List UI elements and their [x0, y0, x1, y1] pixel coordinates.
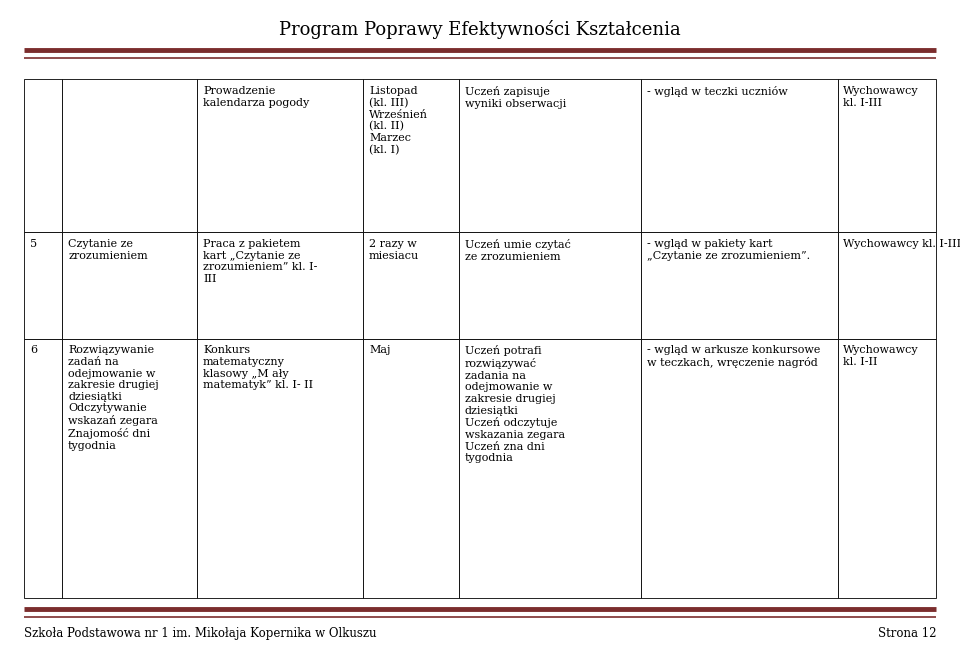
Bar: [459, 338, 641, 598]
Text: Prowadzenie
kalendarza pogody: Prowadzenie kalendarza pogody: [203, 86, 309, 108]
Bar: [363, 338, 459, 598]
Text: - wgląd w pakiety kart
„Czytanie ze zrozumieniem”.: - wgląd w pakiety kart „Czytanie ze zroz…: [647, 239, 810, 260]
Text: 5: 5: [30, 239, 36, 249]
Bar: [62, 338, 197, 598]
Bar: [641, 233, 837, 338]
Bar: [197, 338, 363, 598]
Text: Strona 12: Strona 12: [877, 627, 936, 640]
Bar: [459, 233, 641, 338]
Bar: [62, 79, 197, 233]
Bar: [197, 233, 363, 338]
Text: - wgląd w arkusze konkursowe
w teczkach, wręczenie nagród: - wgląd w arkusze konkursowe w teczkach,…: [647, 345, 821, 368]
Text: Wychowawcy kl. I-III: Wychowawcy kl. I-III: [843, 239, 960, 249]
Text: Praca z pakietem
kart „Czytanie ze
zrozumieniem” kl. I-
III: Praca z pakietem kart „Czytanie ze zrozu…: [203, 239, 318, 284]
Text: Listopad
(kl. III)
Wrześnień
(kl. II)
Marzec
(kl. I): Listopad (kl. III) Wrześnień (kl. II) Ma…: [369, 86, 428, 155]
Bar: [24, 338, 62, 598]
Bar: [837, 338, 936, 598]
Text: 2 razy w
miesiacu: 2 razy w miesiacu: [369, 239, 420, 260]
Bar: [837, 79, 936, 233]
Bar: [363, 233, 459, 338]
Text: Uczeń potrafi
rozwiązywać
zadania na
odejmowanie w
zakresie drugiej
dziesiątki
U: Uczeń potrafi rozwiązywać zadania na ode…: [465, 345, 564, 463]
Bar: [24, 79, 62, 233]
Bar: [459, 79, 641, 233]
Bar: [24, 233, 62, 338]
Bar: [197, 79, 363, 233]
Text: Wychowawcy
kl. I-II: Wychowawcy kl. I-II: [843, 345, 919, 367]
Bar: [641, 79, 837, 233]
Text: Program Poprawy Efektywności Kształcenia: Program Poprawy Efektywności Kształcenia: [279, 20, 681, 39]
Text: Konkurs
matematyczny
klasowy „M ały
matematyk” kl. I- II: Konkurs matematyczny klasowy „M ały mate…: [203, 345, 313, 390]
Text: Szkoła Podstawowa nr 1 im. Mikołaja Kopernika w Olkuszu: Szkoła Podstawowa nr 1 im. Mikołaja Kope…: [24, 627, 376, 640]
Text: Rozwiązywanie
zadań na
odejmowanie w
zakresie drugiej
dziesiątki
Odczytywanie
ws: Rozwiązywanie zadań na odejmowanie w zak…: [68, 345, 158, 451]
Text: - wgląd w teczki uczniów: - wgląd w teczki uczniów: [647, 86, 788, 97]
Text: Maj: Maj: [369, 345, 391, 356]
Text: Uczeń zapisuje
wyniki obserwacji: Uczeń zapisuje wyniki obserwacji: [465, 86, 566, 108]
Text: Uczeń umie czytać
ze zrozumieniem: Uczeń umie czytać ze zrozumieniem: [465, 239, 570, 262]
Bar: [62, 233, 197, 338]
Text: Wychowawcy
kl. I-III: Wychowawcy kl. I-III: [843, 86, 919, 108]
Bar: [363, 79, 459, 233]
Text: Czytanie ze
zrozumieniem: Czytanie ze zrozumieniem: [68, 239, 148, 260]
Bar: [837, 233, 936, 338]
Bar: [641, 338, 837, 598]
Text: 6: 6: [30, 345, 36, 356]
